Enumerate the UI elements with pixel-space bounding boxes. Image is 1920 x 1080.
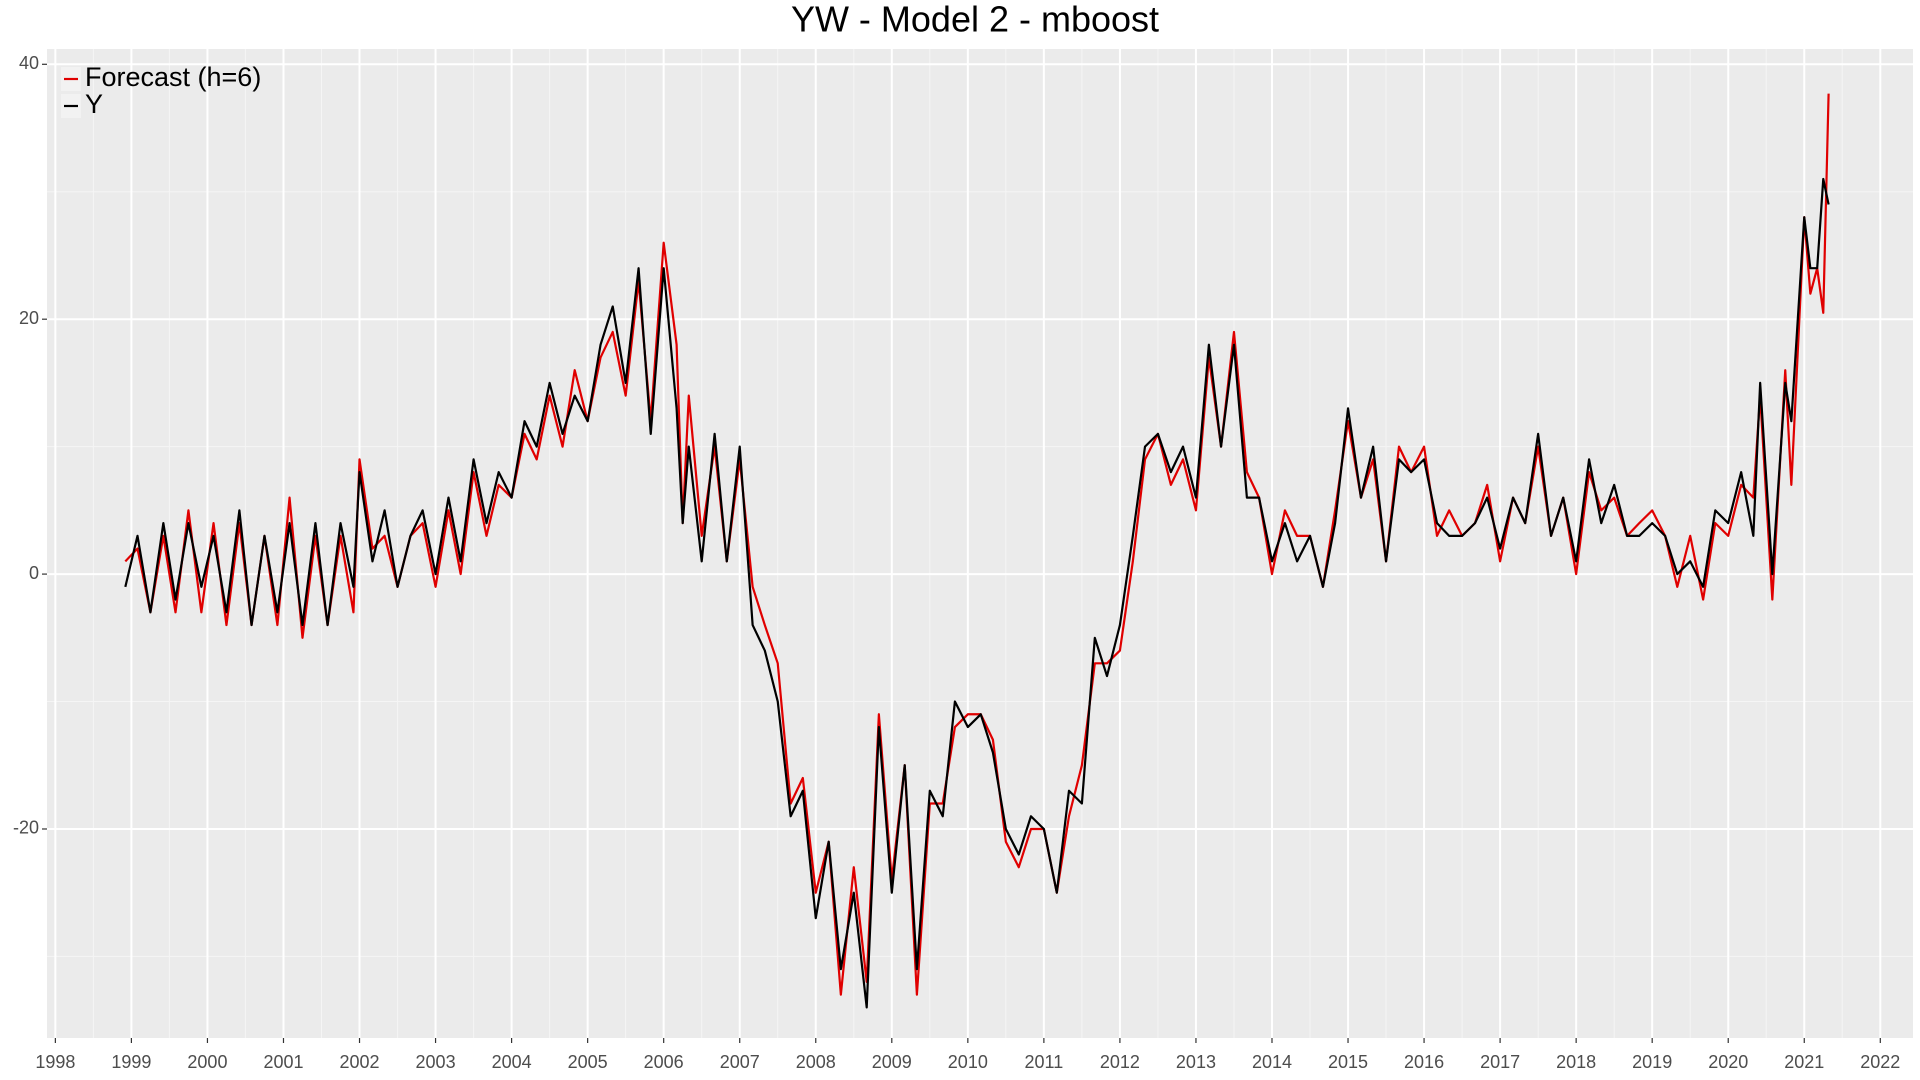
x-tick-label: 2000 — [187, 1052, 227, 1072]
x-tick-label: 2003 — [416, 1052, 456, 1072]
x-tick-label: 2011 — [1025, 1052, 1064, 1072]
plot-panel — [47, 49, 1913, 1038]
x-tick-label: 2020 — [1708, 1052, 1748, 1072]
x-tick-label: 2009 — [872, 1052, 912, 1072]
x-tick-label: 2018 — [1556, 1052, 1596, 1072]
x-tick-label: 2004 — [492, 1052, 532, 1072]
y-tick-label: -20 — [13, 818, 39, 838]
legend-label: Forecast (h=6) — [85, 62, 261, 92]
y-tick-label: 20 — [19, 308, 39, 328]
x-tick-label: 2014 — [1252, 1052, 1292, 1072]
x-tick-label: 2021 — [1784, 1052, 1824, 1072]
y-tick-label: 0 — [29, 563, 39, 583]
x-tick-label: 2019 — [1632, 1052, 1672, 1072]
x-tick-label: 1998 — [35, 1052, 75, 1072]
x-tick-label: 1999 — [111, 1052, 151, 1072]
legend-label: Y — [85, 89, 103, 119]
x-tick-label: 2010 — [948, 1052, 988, 1072]
x-tick-label: 2017 — [1480, 1052, 1520, 1072]
x-tick-label: 2016 — [1404, 1052, 1444, 1072]
x-tick-label: 2008 — [796, 1052, 836, 1072]
chart-title: YW - Model 2 - mboost — [791, 0, 1159, 40]
y-tick-label: 40 — [19, 53, 39, 73]
series-line — [124, 177, 1830, 1009]
x-tick-label: 2007 — [720, 1052, 760, 1072]
x-tick-label: 2002 — [339, 1052, 379, 1072]
x-tick-label: 2001 — [263, 1052, 303, 1072]
x-tick-label: 2012 — [1100, 1052, 1140, 1072]
x-tick-label: 2022 — [1860, 1052, 1900, 1072]
x-tick-label: 2013 — [1176, 1052, 1216, 1072]
x-tick-label: 2006 — [644, 1052, 684, 1072]
x-tick-label: 2005 — [568, 1052, 608, 1072]
x-tick-label: 2015 — [1328, 1052, 1368, 1072]
